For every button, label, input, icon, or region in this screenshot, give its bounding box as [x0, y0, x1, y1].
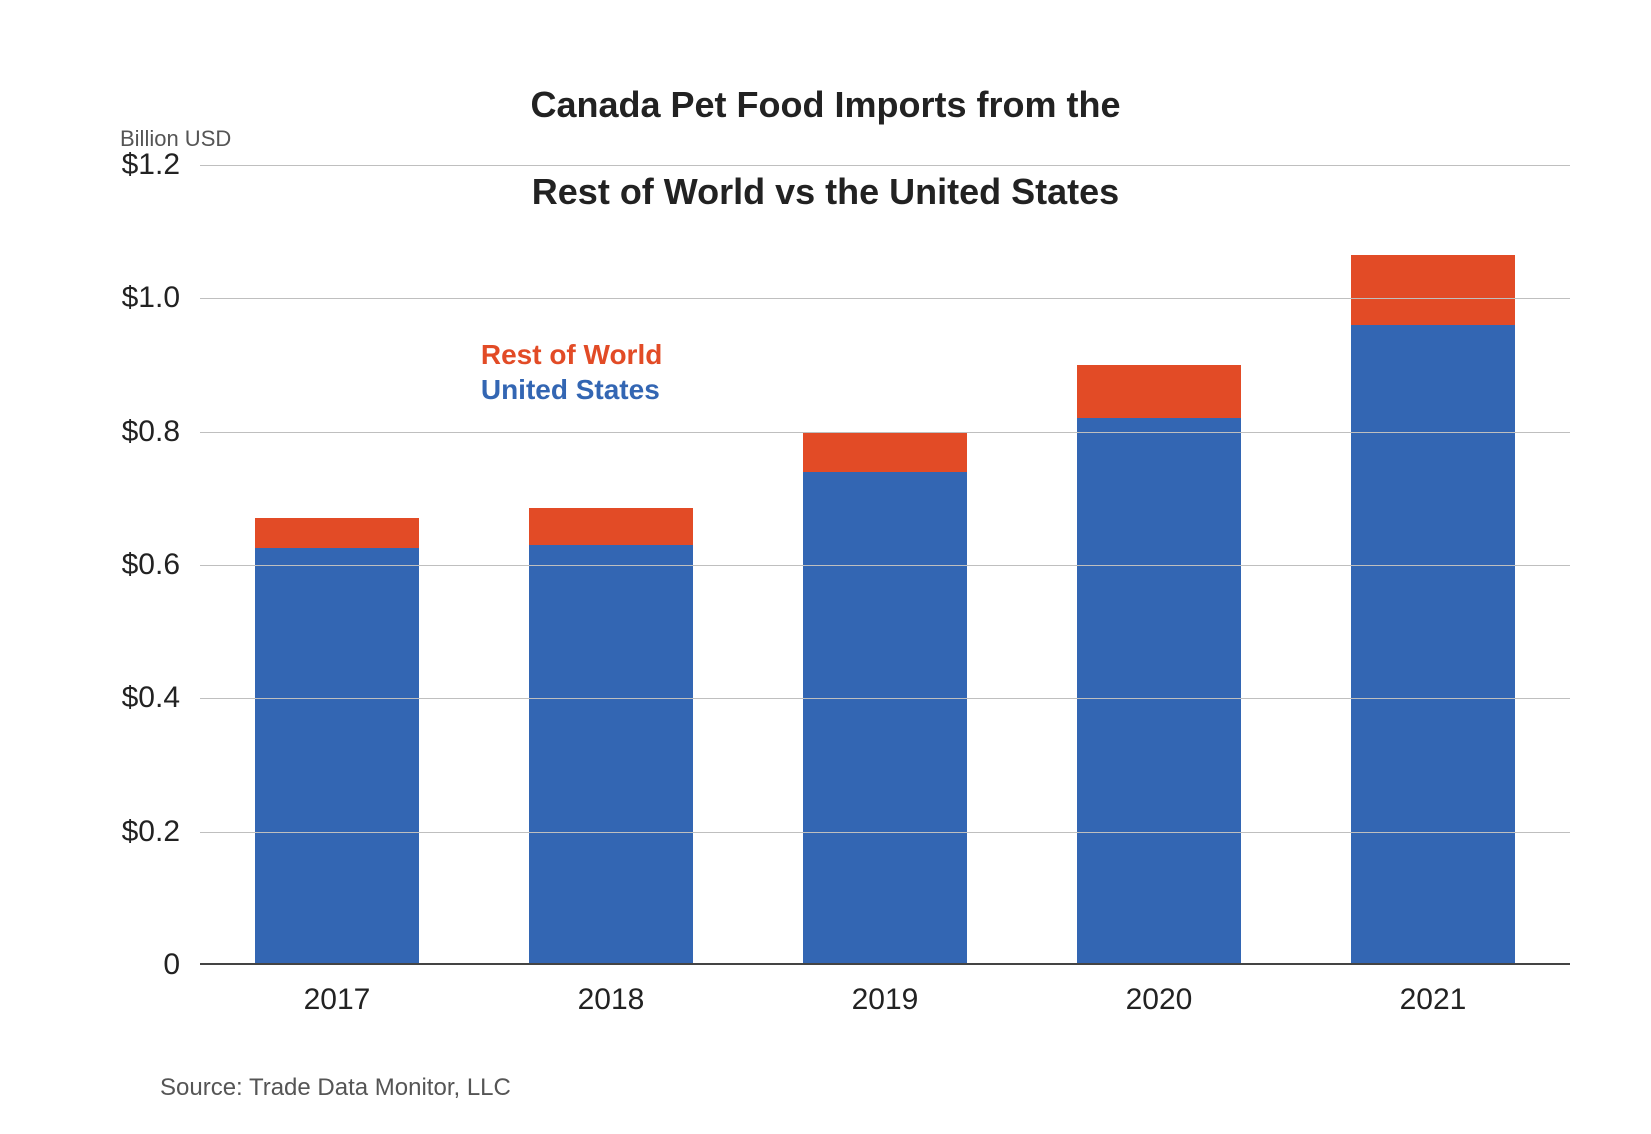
- bar-segment: [1351, 255, 1515, 325]
- gridline: [200, 832, 1570, 833]
- x-tick-label: 2018: [578, 983, 645, 1017]
- legend-entry: United States: [481, 372, 662, 407]
- bar-segment: [1077, 418, 1241, 965]
- legend-entry: Rest of World: [481, 337, 662, 372]
- gridline: [200, 565, 1570, 566]
- y-tick-label: $0.4: [70, 681, 180, 715]
- gridline: [200, 165, 1570, 166]
- bar-segment: [803, 432, 967, 472]
- y-tick-label: 0: [70, 948, 180, 982]
- x-axis-baseline: [200, 963, 1570, 965]
- bar-segment: [255, 518, 419, 548]
- chart: Canada Pet Food Imports from the Rest of…: [0, 0, 1651, 1134]
- plot-area: [200, 165, 1570, 965]
- y-tick-label: $1.0: [70, 281, 180, 315]
- legend: Rest of WorldUnited States: [481, 337, 662, 407]
- bar-segment: [255, 548, 419, 965]
- y-tick-label: $1.2: [70, 148, 180, 182]
- x-tick-label: 2020: [1126, 983, 1193, 1017]
- x-tick-label: 2021: [1400, 983, 1467, 1017]
- bar-segment: [529, 508, 693, 545]
- gridline: [200, 298, 1570, 299]
- source-text: Source: Trade Data Monitor, LLC: [160, 1074, 511, 1102]
- gridline: [200, 698, 1570, 699]
- y-tick-label: $0.8: [70, 415, 180, 449]
- bar-segment: [1077, 365, 1241, 418]
- chart-title-line1: Canada Pet Food Imports from the: [530, 84, 1120, 125]
- bar-segment: [529, 545, 693, 965]
- y-tick-label: $0.2: [70, 815, 180, 849]
- x-tick-label: 2017: [304, 983, 371, 1017]
- bar-segment: [803, 472, 967, 965]
- bar-segment: [1351, 325, 1515, 965]
- x-tick-label: 2019: [852, 983, 919, 1017]
- gridline: [200, 432, 1570, 433]
- y-tick-label: $0.6: [70, 548, 180, 582]
